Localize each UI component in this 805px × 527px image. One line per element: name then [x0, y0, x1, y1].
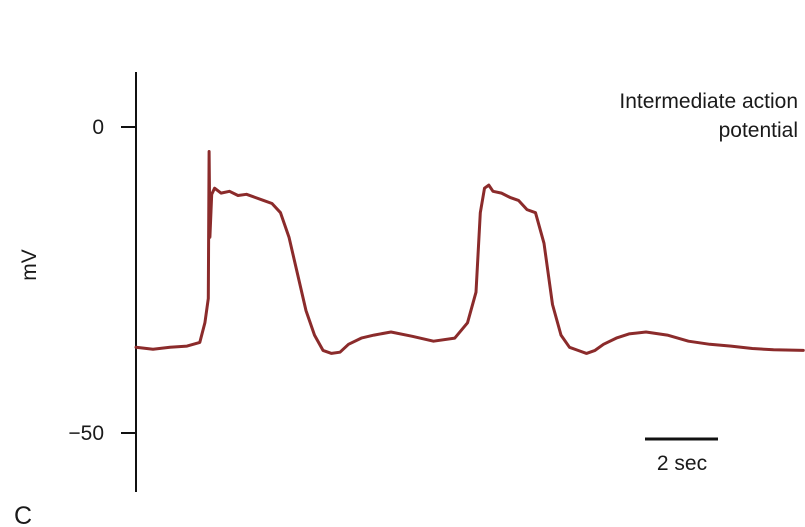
y-tick-label-minus50: −50 — [68, 422, 104, 445]
annotation-line-2: potential — [719, 119, 798, 142]
series-trace-line — [134, 150, 805, 355]
time-scale-bar-label: 2 sec — [657, 452, 707, 475]
y-tick-label-0: 0 — [92, 116, 104, 139]
annotation-line-1: Intermediate action — [619, 90, 798, 113]
y-axis-label: mV — [18, 249, 41, 281]
panel-label: C — [14, 502, 32, 527]
